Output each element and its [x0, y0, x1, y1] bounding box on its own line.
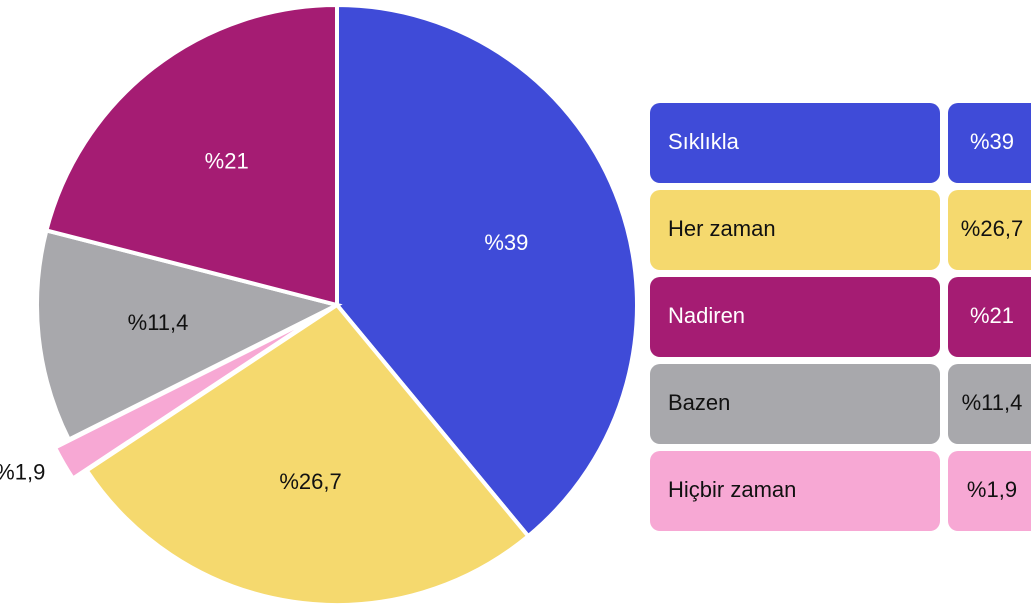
pie-slice [335, 2, 639, 539]
legend-label: Sıklıkla [668, 129, 740, 154]
legend-label-box [650, 103, 940, 183]
legend-value: %1,9 [967, 477, 1017, 502]
pie-slice [35, 227, 343, 443]
legend-value-box [948, 277, 1031, 357]
legend-label: Nadiren [668, 303, 745, 328]
legend-value: %39 [970, 129, 1014, 154]
legend-value-box [948, 364, 1031, 444]
slice-label: %1,9 [0, 460, 45, 485]
legend-label-box [650, 190, 940, 270]
legend-label-box [650, 277, 940, 357]
slice-label: %21 [205, 149, 249, 174]
legend-label: Bazen [668, 390, 730, 415]
slice-label: %11,4 [128, 310, 189, 335]
pie-slice [84, 302, 532, 606]
legend-label: Hiçbir zaman [668, 477, 796, 502]
slice-label: %26,7 [279, 469, 341, 494]
legend-label-box [650, 451, 940, 531]
slice-label: %39 [484, 230, 528, 255]
legend-value-box [948, 103, 1031, 183]
legend-label-box [650, 364, 940, 444]
legend-value-box [948, 190, 1031, 270]
pie-slice [52, 311, 325, 482]
legend-label: Her zaman [668, 216, 776, 241]
legend-value-box [948, 451, 1031, 531]
legend-value: %21 [970, 303, 1014, 328]
pie-slice [43, 2, 339, 308]
legend-value: %26,7 [961, 216, 1023, 241]
legend-value: %11,4 [962, 390, 1023, 415]
